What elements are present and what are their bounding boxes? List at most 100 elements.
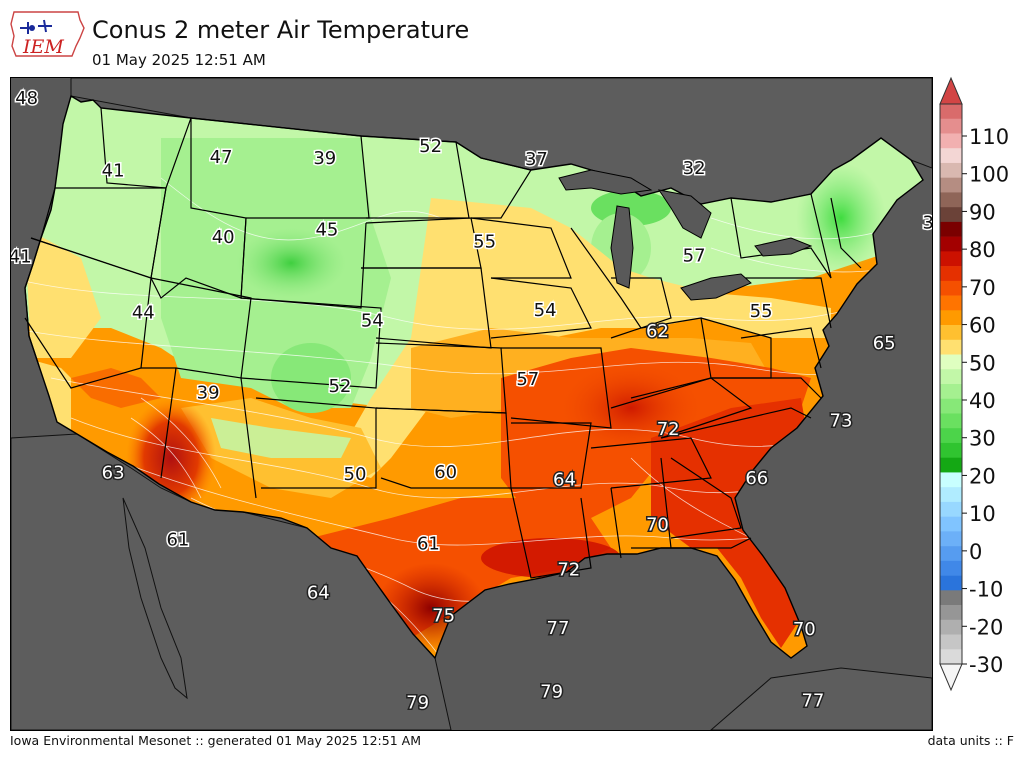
temperature-label: 66 (745, 468, 768, 489)
temperature-label: 39 (313, 148, 336, 169)
temperature-label: 77 (801, 690, 824, 711)
great-lakes (558, 169, 813, 301)
colorbar-swatch (940, 177, 962, 193)
temperature-map: 4748464841473952373234404555573748544144… (10, 77, 933, 731)
map-title: Conus 2 meter Air Temperature (92, 16, 470, 44)
temperature-label: 54 (534, 300, 557, 321)
colorbar-swatch (940, 104, 962, 120)
colorbar-upper-extension (939, 76, 963, 105)
temperature-label: 70 (793, 619, 816, 640)
temperature-label: 79 (540, 682, 563, 703)
colorbar-swatch (940, 472, 962, 488)
colorbar-swatch (940, 516, 962, 532)
temperature-label: 41 (11, 247, 32, 268)
colorbar-tick-label: 70 (969, 276, 996, 300)
temperature-label: 77 (547, 618, 570, 639)
colorbar-swatch (940, 649, 962, 665)
colorbar-swatch (940, 251, 962, 267)
colorbar-swatch (940, 487, 962, 503)
temperature-label: 79 (406, 693, 429, 714)
colorbar-swatch (940, 236, 962, 252)
generation-note: Iowa Environmental Mesonet :: generated … (10, 733, 421, 748)
temperature-label: 48 (15, 88, 38, 109)
colorbar-swatch (940, 605, 962, 621)
temperature-label: 32 (683, 158, 706, 179)
temperature-label: 60 (434, 462, 457, 483)
colorbar-swatch (940, 369, 962, 385)
temperature-label: 41 (102, 160, 125, 181)
colorbar-swatch (940, 546, 962, 562)
colorbar-swatch (940, 590, 962, 606)
temperature-label: 52 (328, 376, 351, 397)
temperature-label: 44 (132, 302, 155, 323)
temperature-label: 54 (361, 311, 384, 332)
temperature-label: 57 (516, 369, 539, 390)
temperature-label: 61 (166, 530, 189, 551)
colorbar-tick-label: -20 (969, 615, 1003, 639)
temperature-label: 64 (553, 469, 576, 490)
temperature-label: 63 (102, 462, 125, 483)
colorbar-tick-label: 20 (969, 464, 996, 488)
temperature-label: 40 (212, 227, 235, 248)
colorbar-swatch (940, 501, 962, 517)
colorbar-tick-label: 80 (969, 238, 996, 262)
colorbar-swatch (940, 428, 962, 444)
colorbar-tick-label: 90 (969, 200, 996, 224)
colorbar-lower-extension (939, 663, 963, 692)
colorbar-tick-label: 50 (969, 351, 996, 375)
colorbar-swatch (940, 133, 962, 149)
temperature-label: 65 (873, 333, 896, 354)
colorbar-tick-label: 100 (969, 163, 1009, 187)
colorbar-swatch (940, 266, 962, 282)
colorbar-tick-label: 10 (969, 502, 996, 526)
colorbar-swatch (940, 280, 962, 296)
colorbar-swatch (940, 354, 962, 370)
colorbar-swatch (940, 207, 962, 223)
colorbar-swatch (940, 221, 962, 237)
colorbar-tick-label: -30 (969, 653, 1003, 677)
temperature-label: 55 (750, 301, 773, 322)
temperature-label: 45 (315, 220, 338, 241)
colorbar-swatch (940, 634, 962, 650)
temperature-labels: 4748464841473952373234404555573748544144… (11, 87, 932, 715)
colorbar-tick-label: 60 (969, 314, 996, 338)
colorbar-swatch (940, 398, 962, 414)
temperature-label: 37 (922, 213, 932, 234)
temperature-label: 61 (417, 534, 440, 555)
colorbar-swatch (940, 384, 962, 400)
colorbar-swatch (940, 413, 962, 429)
colorbar-swatch (940, 575, 962, 591)
colorbar-swatch (940, 560, 962, 576)
colorbar-tick-label: 30 (969, 427, 996, 451)
temperature-label: 52 (419, 136, 442, 157)
iowa-outline-icon: IEM (10, 11, 85, 58)
temperature-label: 72 (557, 559, 580, 580)
temperature-label: 64 (307, 582, 330, 603)
iem-logo: IEM (8, 6, 86, 64)
temperature-label: 70 (646, 515, 669, 536)
temperature-label: 37 (525, 149, 548, 170)
svg-text:IEM: IEM (22, 36, 64, 58)
colorbar-swatch (940, 162, 962, 178)
colorbar-tick-label: 0 (969, 540, 982, 564)
colorbar-swatch (940, 339, 962, 355)
temperature-label: 75 (432, 605, 455, 626)
temperature-label: 73 (830, 410, 853, 431)
temperature-label: 57 (683, 246, 706, 267)
map-timestamp: 01 May 2025 12:51 AM (92, 51, 266, 69)
colorbar-swatch (940, 148, 962, 164)
colorbar-swatch (940, 531, 962, 547)
temperature-label: 72 (657, 419, 680, 440)
data-units-note: data units :: F (927, 733, 1014, 748)
colorbar-swatch (940, 192, 962, 208)
colorbar-swatch (940, 295, 962, 311)
colorbar-swatch (940, 442, 962, 458)
temperature-label: 50 (344, 464, 367, 485)
colorbar-swatch (940, 619, 962, 635)
temperature-label: 47 (210, 147, 233, 168)
temperature-label: 39 (197, 383, 220, 404)
colorbar-swatch (940, 457, 962, 473)
colorbar-swatch (940, 325, 962, 341)
colorbar-tick-label: 110 (969, 125, 1009, 149)
temperature-label: 55 (473, 232, 496, 253)
